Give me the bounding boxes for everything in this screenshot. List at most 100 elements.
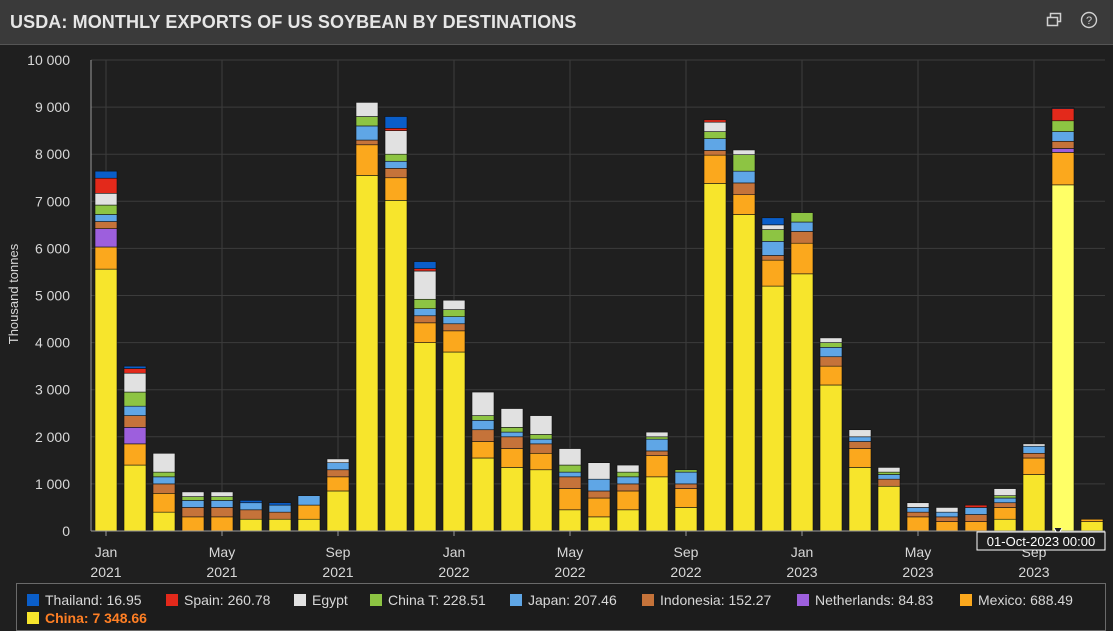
bar-segment-indonesia[interactable]: [326, 469, 350, 478]
bar-segment-mexico[interactable]: [297, 504, 321, 520]
bar-segment-china-t[interactable]: [790, 212, 814, 223]
bar-segment-japan[interactable]: [877, 474, 901, 480]
bar-segment-china[interactable]: [94, 268, 118, 532]
bar-segment-china[interactable]: [471, 457, 495, 532]
bar-segment-china-t[interactable]: [877, 471, 901, 475]
bar-segment-indonesia[interactable]: [384, 168, 408, 179]
bar-segment-mexico[interactable]: [848, 448, 872, 468]
bar-segment-china[interactable]: [848, 467, 872, 532]
bar-segment-egypt[interactable]: [935, 507, 959, 513]
bar-segment-china[interactable]: [326, 490, 350, 532]
legend-item-china[interactable]: China: 7 348.66: [27, 609, 147, 626]
bar-segment-china-t[interactable]: [529, 434, 553, 440]
bar-segment-indonesia[interactable]: [964, 514, 988, 522]
bar-segment-china-t[interactable]: [645, 436, 669, 440]
bar-segment-indonesia[interactable]: [529, 443, 553, 454]
bar-segment-indonesia[interactable]: [413, 315, 437, 324]
bar-segment-japan[interactable]: [181, 500, 205, 508]
bar-segment-japan[interactable]: [616, 476, 640, 485]
bar-segment-japan[interactable]: [239, 502, 263, 511]
bar-segment-thailand[interactable]: [761, 217, 785, 226]
bar-segment-china[interactable]: [1022, 474, 1046, 532]
bar-segment-china-t[interactable]: [384, 153, 408, 162]
bar-segment-indonesia[interactable]: [239, 509, 263, 520]
bar-segment-thailand[interactable]: [268, 502, 292, 506]
bar-segment-japan[interactable]: [674, 471, 698, 485]
bar-segment-thailand[interactable]: [413, 261, 437, 269]
bar-segment-indonesia[interactable]: [906, 511, 930, 518]
bar-segment-indonesia[interactable]: [471, 429, 495, 442]
bar-segment-indonesia[interactable]: [790, 231, 814, 244]
bar-segment-indonesia[interactable]: [877, 478, 901, 487]
bar-segment-egypt[interactable]: [645, 431, 669, 438]
bar-segment-egypt[interactable]: [471, 391, 495, 416]
bar-segment-indonesia[interactable]: [268, 511, 292, 520]
bar-segment-spain[interactable]: [1051, 108, 1075, 122]
bar-segment-mexico[interactable]: [181, 516, 205, 532]
bar-segment-egypt[interactable]: [558, 448, 582, 466]
bar-segment-china[interactable]: [1080, 521, 1104, 532]
bar-segment-china-t[interactable]: [558, 464, 582, 473]
bar-segment-indonesia[interactable]: [732, 182, 756, 196]
bar-segment-spain[interactable]: [413, 268, 437, 272]
bar-segment-indonesia[interactable]: [500, 436, 524, 449]
bar-segment-mexico[interactable]: [442, 330, 466, 353]
bar-segment-indonesia[interactable]: [94, 221, 118, 229]
bar-segment-china[interactable]: [616, 509, 640, 532]
bar-segment-japan[interactable]: [935, 511, 959, 518]
bar-segment-china[interactable]: [152, 511, 176, 532]
bar-segment-japan[interactable]: [297, 495, 321, 506]
bar-segment-japan[interactable]: [964, 507, 988, 515]
bar-segment-china[interactable]: [268, 518, 292, 532]
bar-segment-indonesia[interactable]: [123, 415, 147, 428]
bar-segment-thailand[interactable]: [94, 170, 118, 179]
bar-segment-thailand[interactable]: [384, 116, 408, 129]
bar-segment-japan[interactable]: [1051, 131, 1075, 142]
bar-segment-mexico[interactable]: [703, 154, 727, 184]
bar-segment-japan[interactable]: [471, 420, 495, 431]
bar-segment-japan[interactable]: [123, 405, 147, 416]
bar-segment-egypt[interactable]: [529, 415, 553, 435]
bar-segment-china-t[interactable]: [674, 469, 698, 473]
legend-item-netherlands[interactable]: Netherlands: 84.83: [797, 591, 933, 608]
bar-segment-japan[interactable]: [819, 347, 843, 358]
bar-segment-mexico[interactable]: [732, 194, 756, 215]
bar-segment-japan[interactable]: [848, 436, 872, 442]
bar-segment-china-t[interactable]: [1051, 120, 1075, 132]
bar-segment-japan[interactable]: [587, 478, 611, 492]
bar-segment-mexico[interactable]: [471, 441, 495, 459]
legend-item-china-t[interactable]: China T: 228.51: [370, 591, 486, 608]
bar-segment-egypt[interactable]: [1022, 443, 1046, 447]
bar-segment-mexico[interactable]: [645, 455, 669, 478]
bar-segment-mexico[interactable]: [964, 521, 988, 532]
bar-segment-china[interactable]: [355, 175, 379, 532]
bar-segment-mexico[interactable]: [413, 322, 437, 343]
bar-segment-mexico[interactable]: [935, 521, 959, 532]
bar-segment-egypt[interactable]: [703, 121, 727, 132]
bar-segment-china[interactable]: [993, 518, 1017, 532]
bar-segment-japan[interactable]: [761, 241, 785, 256]
bar-segment-china[interactable]: [558, 509, 582, 532]
bar-segment-japan[interactable]: [442, 316, 466, 325]
bar-segment-egypt[interactable]: [732, 149, 756, 155]
bar-segment-mexico[interactable]: [761, 259, 785, 287]
bar-segment-mexico[interactable]: [819, 365, 843, 386]
bar-segment-indonesia[interactable]: [674, 483, 698, 489]
bar-segment-china-t[interactable]: [442, 309, 466, 317]
bar-segment-china-t[interactable]: [703, 131, 727, 139]
bar-segment-china-t[interactable]: [819, 342, 843, 348]
bar-segment-netherlands[interactable]: [1051, 148, 1075, 153]
bar-segment-indonesia[interactable]: [703, 150, 727, 156]
bar-segment-mexico[interactable]: [674, 488, 698, 508]
bar-segment-mexico[interactable]: [1022, 457, 1046, 475]
bar-segment-egypt[interactable]: [384, 130, 408, 155]
bar-segment-china[interactable]: [297, 518, 321, 532]
bar-segment-mexico[interactable]: [210, 516, 234, 532]
bar-segment-indonesia[interactable]: [761, 255, 785, 261]
bar-segment-egypt[interactable]: [993, 488, 1017, 496]
bar-segment-mexico[interactable]: [993, 507, 1017, 520]
bar-segment-egypt[interactable]: [500, 408, 524, 428]
bar-segment-indonesia[interactable]: [210, 507, 234, 518]
bar-segment-indonesia[interactable]: [181, 507, 205, 518]
bar-segment-china[interactable]: [442, 351, 466, 532]
